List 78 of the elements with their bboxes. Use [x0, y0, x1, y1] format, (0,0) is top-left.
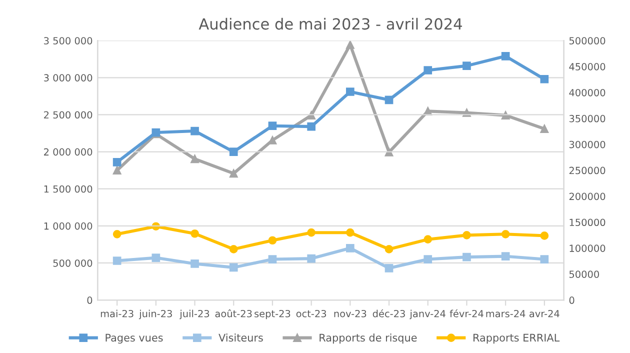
y2-tick-label: 50000 [569, 270, 599, 278]
point [152, 254, 160, 262]
point [190, 154, 199, 164]
point [501, 52, 510, 60]
point [307, 228, 316, 237]
y2-tick-label: 150000 [570, 218, 606, 226]
y-tick-label: 2 500 000 [44, 111, 92, 119]
x-tick-label: févr-24 [450, 309, 484, 318]
y-tick-label: 3 500 000 [44, 37, 92, 44]
point [424, 255, 432, 264]
y-tick-label: 500 000 [53, 259, 92, 267]
point [307, 111, 316, 120]
x-tick-label: janv-24 [410, 310, 446, 320]
y2-tick-label: 350000 [569, 114, 606, 122]
point [462, 62, 471, 70]
x-tick-label: oct-23 [296, 310, 326, 318]
y-tick-label: 0 [87, 296, 92, 304]
point [112, 230, 122, 238]
y2-tick-label: 0 [569, 296, 574, 304]
point [229, 169, 238, 178]
legend-label: Rapports ERRIAL [474, 334, 560, 344]
point [501, 252, 510, 260]
point [346, 88, 354, 96]
legend-label: Rapports de risque [320, 334, 417, 344]
point [384, 245, 394, 254]
y2-tick-label: 100000 [570, 244, 606, 252]
point [112, 166, 122, 174]
y2-tick-label: 400000 [569, 88, 606, 96]
y-tick-label: 1 000 000 [44, 222, 92, 230]
legend-label: Pages vues [106, 334, 163, 344]
point [424, 66, 432, 74]
point [190, 260, 199, 268]
legend-label: Visiteurs [218, 334, 263, 342]
point [229, 263, 238, 272]
point [540, 74, 549, 84]
point [540, 124, 549, 133]
point [462, 231, 471, 240]
point [190, 126, 199, 136]
point [229, 148, 238, 156]
point [307, 122, 316, 131]
x-tick-label: déc-23 [372, 309, 405, 318]
point [268, 255, 277, 264]
point [307, 254, 316, 263]
point [501, 111, 510, 120]
point [384, 264, 394, 272]
x-tick-label: juil-23 [180, 310, 210, 320]
point [112, 158, 122, 166]
x-tick-label: nov-23 [334, 310, 366, 318]
point [268, 236, 277, 245]
y2-tick-label: 450000 [569, 63, 606, 70]
y-tick-label: 3 000 000 [44, 74, 92, 82]
y2-tick-label: 500000 [569, 37, 606, 44]
point [190, 229, 199, 238]
x-tick-label: mai-23 [100, 310, 134, 318]
x-tick-label: juin-23 [138, 310, 172, 320]
point [112, 256, 122, 265]
point [346, 228, 354, 237]
point [268, 122, 277, 130]
y2-tick-label: 250000 [569, 166, 606, 174]
y2-tick-label: 300000 [569, 140, 606, 148]
y2-tick-label: 200000 [569, 192, 606, 200]
point [540, 255, 549, 264]
x-tick-label: mars-24 [486, 310, 526, 318]
chart-title: Audience de mai 2023 - avril 2024 [198, 18, 462, 30]
point [346, 244, 354, 252]
point [424, 235, 432, 244]
point [384, 96, 394, 104]
point [501, 230, 510, 238]
y-tick-label: 1 500 000 [44, 185, 92, 193]
point [346, 40, 354, 49]
x-tick-label: sept-23 [254, 310, 290, 320]
y-tick-label: 2 000 000 [44, 148, 92, 156]
x-tick-label: avr-24 [530, 310, 560, 318]
point [384, 148, 394, 156]
point [540, 232, 549, 240]
point [462, 252, 471, 262]
point [229, 245, 238, 254]
x-tick-label: août-23 [215, 309, 252, 318]
